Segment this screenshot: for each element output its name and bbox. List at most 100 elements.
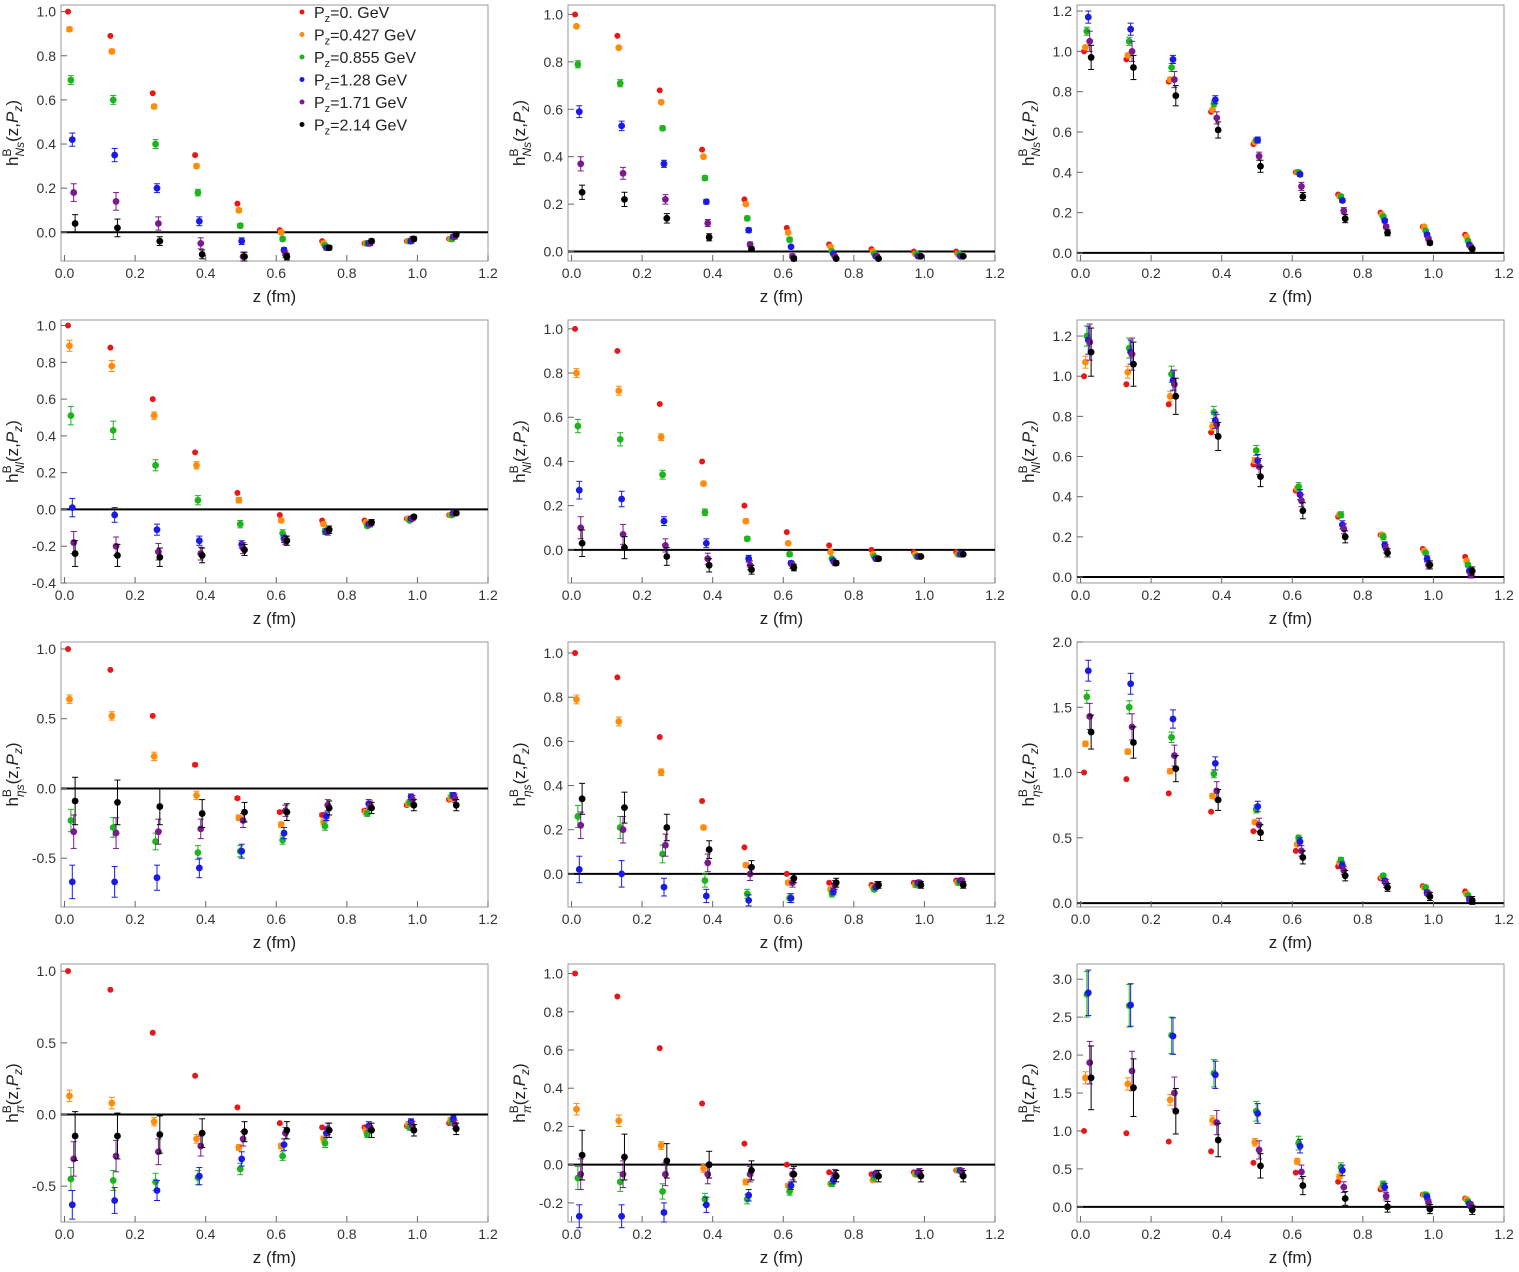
data-point	[71, 1132, 79, 1140]
data-point	[1087, 728, 1095, 736]
series-5	[1087, 327, 1476, 576]
series-4	[577, 1158, 966, 1191]
x-axis-label: z (fm)	[253, 609, 296, 628]
y-tick-label: 0.6	[544, 101, 564, 117]
y-tick-label: 0.8	[1053, 84, 1073, 100]
x-tick-label: 0.0	[55, 587, 75, 603]
data-point	[1384, 1203, 1391, 1211]
data-point	[1384, 549, 1391, 557]
data-point	[917, 553, 925, 560]
x-tick-label: 0.6	[267, 265, 287, 281]
y-tick-label: 0.8	[544, 365, 564, 381]
data-point	[572, 11, 579, 18]
series-4	[70, 509, 459, 561]
x-tick-label: 1.0	[915, 1226, 935, 1242]
data-point	[615, 387, 623, 395]
data-point	[615, 718, 623, 725]
data-point	[66, 342, 73, 350]
panel-11: -0.2 0.0 0.2 0.4 0.6 0.8 1.0 0.0 0.2 0.4 0.6 0.8 1.0…	[507, 963, 1005, 1267]
data-point	[193, 461, 200, 469]
data-point	[959, 1172, 967, 1180]
y-tick-label: 0.0	[37, 501, 57, 517]
series-2	[1083, 26, 1472, 245]
series-5	[1087, 1045, 1476, 1215]
data-point	[234, 200, 241, 207]
data-point	[618, 122, 626, 130]
data-point	[700, 824, 707, 831]
data-point	[1127, 25, 1135, 33]
data-point	[656, 733, 663, 740]
data-point	[700, 1165, 707, 1172]
data-point	[659, 850, 666, 858]
x-tick-label: 1.0	[1424, 265, 1444, 281]
data-point	[280, 1141, 288, 1148]
data-point	[1211, 96, 1219, 104]
data-point	[1252, 447, 1260, 454]
data-point	[1426, 893, 1434, 900]
x-tick-label: 1.0	[408, 265, 428, 281]
y-tick-label: 0.8	[544, 1004, 564, 1020]
data-point	[790, 874, 798, 882]
data-point	[152, 461, 159, 469]
x-tick-label: 0.6	[774, 911, 794, 927]
data-point	[577, 821, 585, 829]
x-tick-label: 0.0	[562, 911, 582, 927]
data-point	[743, 214, 751, 222]
y-tick-label: 0.0	[37, 780, 57, 796]
data-point	[663, 553, 671, 560]
x-tick-label: 0.8	[1353, 911, 1373, 927]
series-5	[578, 782, 967, 889]
data-point	[1422, 884, 1430, 891]
data-point	[705, 846, 713, 853]
plot-frame	[567, 641, 996, 908]
y-tick-label: 0.5	[1053, 830, 1073, 846]
x-tick-label: 0.4	[196, 587, 216, 603]
plot-frame	[60, 963, 489, 1223]
y-axis-label: hBηs(z,Pz)	[1016, 742, 1043, 806]
data-point	[1172, 392, 1180, 400]
data-point	[1084, 989, 1092, 997]
data-point	[656, 400, 663, 407]
data-point	[614, 32, 621, 39]
y-tick-label: 0.4	[37, 136, 57, 152]
series-1	[66, 1089, 454, 1151]
x-axis-label: z (fm)	[253, 933, 296, 952]
x-tick-label: 0.2	[125, 265, 145, 281]
x-axis-label: z (fm)	[253, 1248, 296, 1267]
series-3	[68, 1115, 457, 1220]
x-tick-label: 0.8	[337, 911, 357, 927]
data-point	[1165, 1138, 1172, 1145]
x-tick-label: 0.8	[1353, 587, 1373, 603]
data-point	[1128, 350, 1136, 358]
series-3	[68, 132, 457, 254]
y-tick-label: 0.0	[37, 1107, 57, 1123]
y-tick-label: 0.2	[544, 196, 564, 212]
data-point	[363, 810, 371, 817]
data-point	[1468, 245, 1476, 253]
data-point	[745, 1191, 753, 1199]
data-point	[577, 160, 585, 168]
data-point	[276, 1120, 283, 1127]
data-point	[748, 566, 755, 574]
data-point	[1251, 1138, 1259, 1146]
series-1	[573, 22, 961, 258]
data-point	[236, 520, 244, 528]
series-1	[1082, 43, 1470, 241]
data-point	[111, 151, 119, 159]
data-point	[1341, 872, 1349, 880]
data-point	[150, 412, 158, 420]
panel-9: 0.0 0.5 1.0 1.5 2.0 0.0 0.2 0.4 0.6 0.8 1.0 1.2 z (f…	[1016, 634, 1514, 952]
plot-frame	[1076, 641, 1505, 908]
data-point	[114, 798, 121, 806]
y-axis-label: hBNs(z,Pz)	[1016, 100, 1043, 166]
data-point	[784, 229, 792, 236]
data-point	[742, 1178, 750, 1186]
series-4	[70, 183, 459, 262]
data-point	[661, 1170, 669, 1178]
data-point	[572, 650, 579, 657]
data-point	[1341, 533, 1349, 541]
data-point	[573, 369, 580, 377]
data-point	[742, 200, 750, 208]
data-point	[1170, 380, 1178, 388]
